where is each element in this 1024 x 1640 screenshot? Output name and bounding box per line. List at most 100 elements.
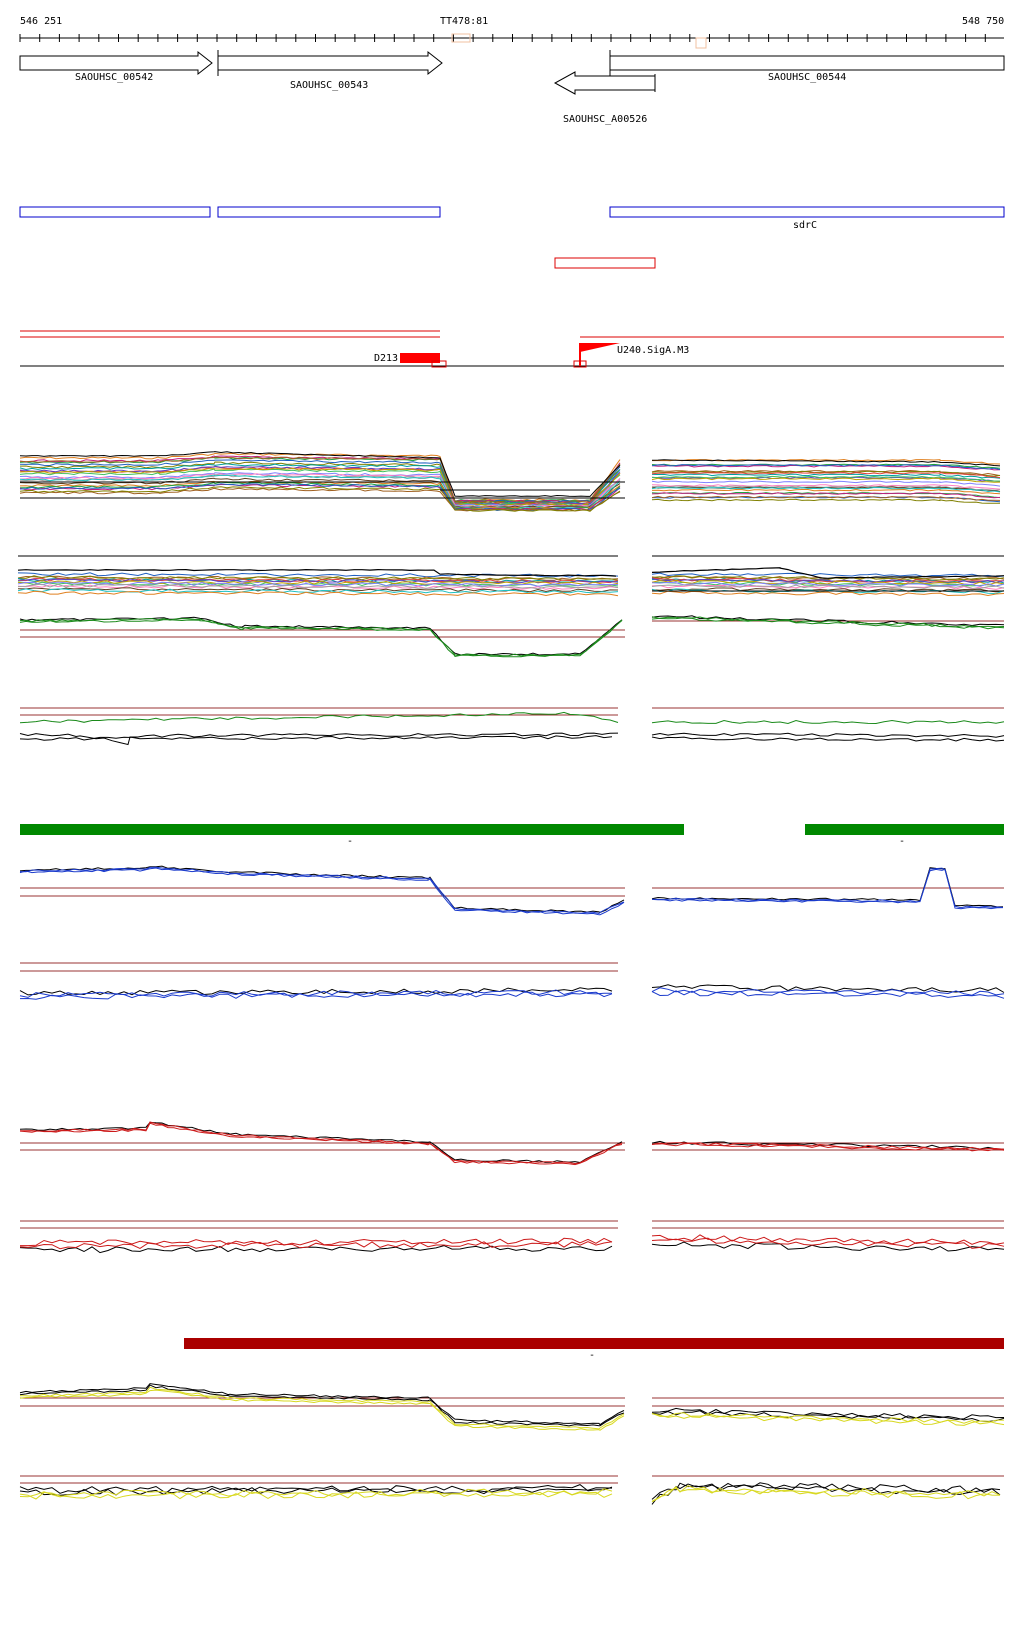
panel2-profile <box>17 577 619 584</box>
gene-label-SAOUHSC_00543: SAOUHSC_00543 <box>290 80 368 91</box>
panel2-profile <box>17 581 619 587</box>
antisense-box[interactable] <box>554 257 656 269</box>
ruler-start-label: 546 251 <box>20 16 62 27</box>
panel4-black-profile-right <box>651 736 1005 742</box>
panel3-green-profile-right <box>651 616 1005 628</box>
panel3-green-profile-right <box>651 616 1005 630</box>
panel7-red-profile <box>19 1122 623 1166</box>
panel5-blue-profile <box>19 866 625 914</box>
annotation-box[interactable] <box>217 206 441 218</box>
promoter-flag[interactable] <box>580 343 620 352</box>
panel9-yellow-profile <box>19 1383 625 1426</box>
panel2-profile-right <box>651 590 1005 597</box>
panel4-green-profile-right <box>651 719 1005 725</box>
panel7-red-profile <box>19 1121 623 1164</box>
panel10-yellow-profile-right <box>651 1487 1001 1503</box>
panel1-profile-right <box>651 480 1001 487</box>
green-condition-bar[interactable] <box>20 824 684 835</box>
panel6-blue-profile <box>19 991 613 1000</box>
gene-label-SAOUHSC_A00526: SAOUHSC_A00526 <box>563 114 647 125</box>
gene-label-SAOUHSC_00544: SAOUHSC_00544 <box>768 72 846 83</box>
ruler-center-label: TT478:81 <box>440 16 488 27</box>
panel1-profile-right <box>651 498 1001 504</box>
panel1-profile-right <box>651 464 1001 470</box>
panel1-profile-right <box>651 495 1001 501</box>
panel2-profile <box>17 587 619 593</box>
panel8-red-profile <box>19 1245 613 1254</box>
terminator-label: D213 <box>374 353 398 364</box>
panel8-red-profile-right <box>651 1241 1005 1252</box>
panel2-black-profile-right <box>651 567 1005 579</box>
panel10-yellow-profile <box>19 1490 613 1500</box>
panel8-red-profile-right <box>651 1237 1005 1249</box>
panel1-black-profile-right <box>651 459 1001 467</box>
green-condition-bar-2[interactable] <box>805 824 1004 835</box>
gene-arrow-SAOUHSC_A00526[interactable] <box>553 71 656 95</box>
panel1-black-profile <box>19 451 621 497</box>
panel8-red-profile <box>20 1237 613 1247</box>
panel1-profile-right <box>651 485 1001 491</box>
panel2-profile-right <box>651 579 1005 586</box>
panel2-profile <box>17 575 619 581</box>
annotation-box-sdrC[interactable] <box>609 206 1005 218</box>
panel9-yellow-profile-right <box>651 1413 1005 1426</box>
panel9-yellow-profile <box>19 1386 625 1430</box>
panel6-blue-profile-right <box>651 990 1005 999</box>
panel4-black-profile <box>19 732 619 746</box>
panel4-black-profile <box>19 735 613 741</box>
panel3-green-profile <box>19 619 623 658</box>
ruler-ticks <box>19 34 986 42</box>
regulatory-track: D213 U240.SigA.M3 <box>20 330 1004 368</box>
panel2-profile-right <box>651 575 1005 581</box>
gene-arrow-SAOUHSC_00542[interactable] <box>19 50 213 76</box>
annotation-label-sdrC: sdrC <box>793 220 817 231</box>
gene-arrow-SAOUHSC_00543[interactable] <box>217 50 443 76</box>
panel1-profile-right <box>651 486 1001 493</box>
panel1-profile <box>19 465 621 506</box>
ruler-marker <box>451 33 471 43</box>
panel4-green-profile <box>19 711 619 724</box>
panel2-profile <box>17 580 619 586</box>
panel7-red-profile-right <box>651 1142 1005 1152</box>
terminator-mark[interactable] <box>400 353 440 363</box>
panel9-yellow-profile <box>19 1384 625 1427</box>
panel1-profile <box>19 463 621 505</box>
dark-red-bar-label: - <box>589 1350 595 1361</box>
ruler-marker-2 <box>695 37 707 49</box>
panel2-profile <box>17 584 619 590</box>
panel1-profile-right <box>651 488 1001 495</box>
panel5-blue-profile <box>19 865 625 913</box>
panel1-profile-right <box>651 492 1001 499</box>
panel1-profile-right <box>651 477 1001 483</box>
gene-track: SAOUHSC_00542 SAOUHSC_00543 SAOUHSC_A005… <box>19 50 1005 125</box>
panel1-profile <box>19 467 621 507</box>
gene-label-SAOUHSC_00542: SAOUHSC_00542 <box>75 72 153 83</box>
annotation-box[interactable] <box>19 206 211 218</box>
panel5-blue-profile-right <box>651 868 1004 910</box>
promoter-label: U240.SigA.M3 <box>617 345 689 356</box>
panel9-yellow-profile <box>19 1389 625 1431</box>
panel6-blue-profile-right <box>651 984 1005 993</box>
panel3-green-profile-right <box>651 615 1005 627</box>
panel2-profile-right <box>651 584 1005 590</box>
panel7-red-profile-right <box>651 1142 1005 1150</box>
panel1-profile-right <box>651 475 1000 482</box>
panel10-yellow-profile-right <box>651 1483 1001 1505</box>
panel1-profile-right <box>651 484 1001 490</box>
panel2-black-profile <box>17 568 617 577</box>
panel2-profile <box>17 588 619 594</box>
expression-profiles <box>17 451 1005 1505</box>
panel2-profile <box>17 578 619 584</box>
panel1-profile <box>19 486 621 512</box>
ruler-end-label: 548 750 <box>962 16 1004 27</box>
panel1-profile-right <box>651 473 1001 479</box>
panel1-profile <box>19 456 621 504</box>
dark-red-condition-bar[interactable] <box>184 1338 1004 1349</box>
panel10-yellow-profile-right <box>651 1482 1001 1500</box>
panel2-profile-right <box>651 572 1005 578</box>
panel2-profile <box>17 590 619 597</box>
gene-box-SAOUHSC_00544[interactable] <box>609 55 1005 71</box>
panel1-profile <box>19 481 621 510</box>
panel2-profile <box>17 583 619 590</box>
panel3-green-profile <box>19 616 623 656</box>
